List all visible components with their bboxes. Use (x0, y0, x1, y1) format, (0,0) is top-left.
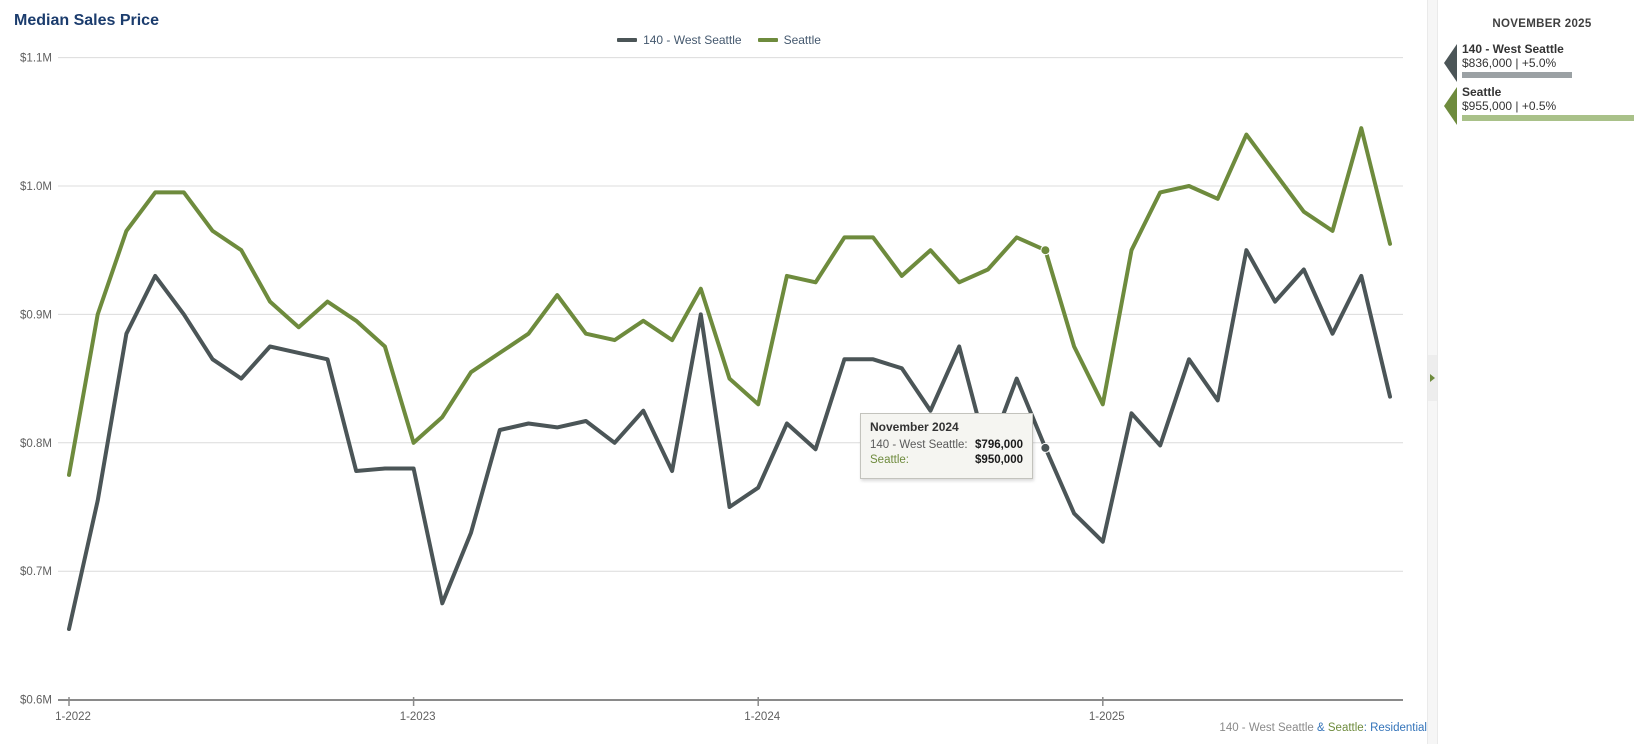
summary-entry-west-seattle[interactable]: 140 - West Seattle $836,000 | +5.0% (1444, 42, 1638, 82)
page-title: Median Sales Price (14, 12, 159, 29)
summary-entry-value: $955,000 | +0.5% (1462, 99, 1557, 113)
series-line-140-west-seattle[interactable] (67, 248, 1392, 631)
seattle-line-swatch (757, 38, 778, 42)
summary-entry-name: 140 - West Seattle (1462, 42, 1564, 56)
highlight-point-seattle[interactable] (1040, 245, 1051, 256)
chart-tooltip: November 2024 140 - West Seattle: $796,0… (860, 413, 1033, 479)
chart-legend: 140 - West Seattle Seattle (0, 33, 1438, 47)
highlight-point-140-west-seattle[interactable] (1040, 442, 1051, 453)
summary-entry-bar (1462, 115, 1634, 121)
chevron-right-icon (1430, 374, 1435, 382)
tooltip-series-value: $950,000 (975, 454, 1023, 466)
y-axis-label: $0.8M (20, 438, 52, 450)
summary-entry-name: Seattle (1462, 85, 1502, 99)
x-axis-label: 1-2025 (1089, 711, 1125, 723)
summary-panel-month-header: NOVEMBER 2025 (1492, 18, 1592, 30)
tooltip-row: 140 - West Seattle: $796,000 (870, 438, 1023, 453)
tooltip-row: Seattle: $950,000 (870, 453, 1023, 468)
arrow-left-icon (1444, 87, 1457, 125)
west-seattle-line-swatch (617, 38, 638, 42)
y-axis-label: $0.7M (20, 566, 52, 578)
tooltip-series-value: $796,000 (975, 439, 1023, 451)
x-axis-label: 1-2024 (744, 711, 780, 723)
summary-panel: NOVEMBER 2025 140 - West Seattle $836,00… (1438, 0, 1646, 744)
y-axis-label: $1.0M (20, 181, 52, 193)
source-area-label: 140 - West Seattle (1219, 722, 1318, 734)
summary-entry-seattle[interactable]: Seattle $955,000 | +0.5% (1444, 85, 1638, 125)
chart-source-caption: 140 - West Seattle & Seattle: Residentia… (1219, 722, 1427, 734)
y-axis-label: $1.1M (20, 53, 52, 65)
panel-expand-handle[interactable] (1428, 355, 1437, 401)
tooltip-series-label: Seattle: (870, 454, 909, 466)
x-axis-label: 1-2022 (55, 711, 91, 723)
legend-label: 140 - West Seattle (643, 33, 742, 47)
source-residential-link[interactable]: : Residential (1363, 722, 1427, 734)
y-axis-label: $0.6M (20, 695, 52, 707)
summary-entry-bar (1462, 72, 1572, 78)
panel-scrollbar[interactable] (1427, 0, 1438, 744)
source-amp: & (1317, 722, 1328, 734)
x-axis-label: 1-2023 (400, 711, 436, 723)
arrow-left-icon (1444, 44, 1457, 82)
source-seattle-label: Seattle (1327, 722, 1364, 734)
legend-label: Seattle (783, 33, 821, 47)
legend-item-seattle[interactable]: Seattle (757, 33, 821, 47)
series-line-seattle[interactable] (67, 126, 1392, 477)
y-axis-label: $0.9M (20, 309, 52, 321)
tooltip-series-label: 140 - West Seattle: (870, 439, 968, 451)
tooltip-title: November 2024 (870, 420, 959, 434)
summary-entry-value: $836,000 | +5.0% (1462, 56, 1557, 70)
legend-item-west-seattle[interactable]: 140 - West Seattle (617, 33, 742, 47)
